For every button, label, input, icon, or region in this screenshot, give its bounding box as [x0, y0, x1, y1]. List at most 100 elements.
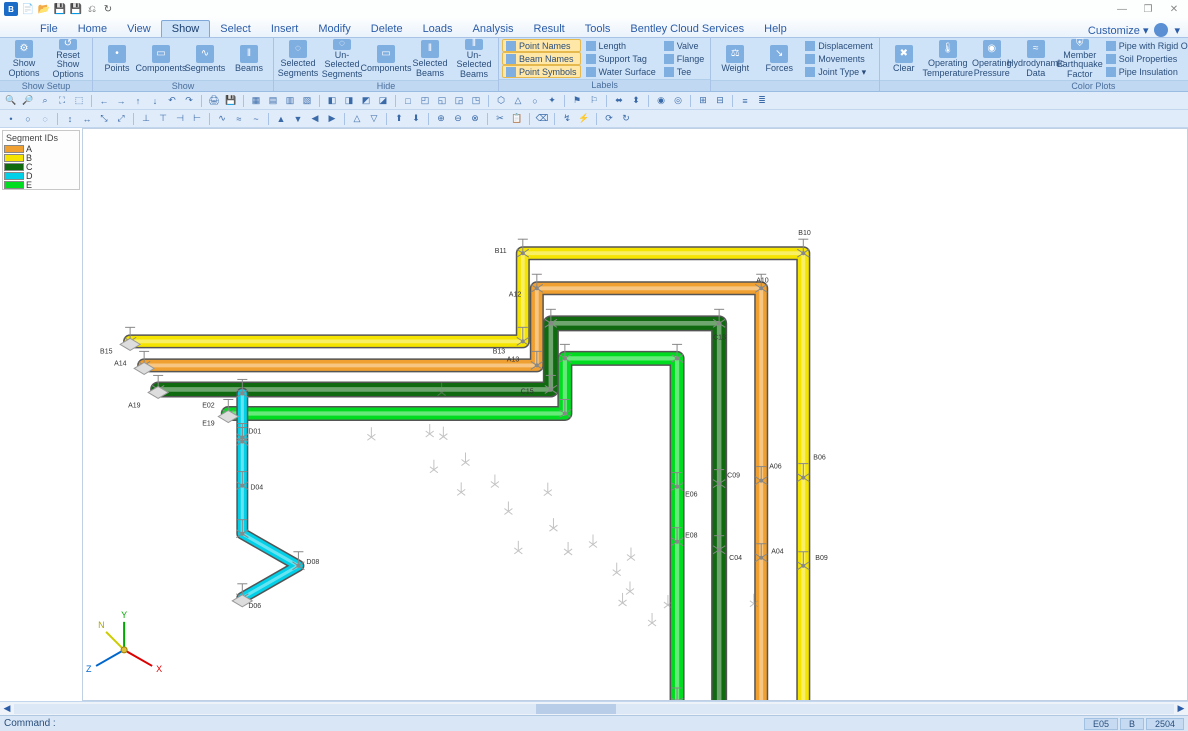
tb1-btn-35[interactable]: ✦ [545, 94, 559, 108]
tb2-btn-42[interactable]: ↻ [619, 112, 633, 126]
forces[interactable]: ↘Forces [758, 39, 800, 79]
tb2-btn-4[interactable]: ↕ [63, 112, 77, 126]
tb1-btn-14[interactable]: 💾 [224, 94, 238, 108]
tb2-btn-36[interactable]: ⌫ [535, 112, 549, 126]
tb2-btn-16[interactable]: ~ [249, 112, 263, 126]
soil-props[interactable]: Soil Properties [1103, 53, 1188, 66]
tab-tools[interactable]: Tools [575, 21, 621, 37]
tb2-btn-27[interactable]: ⬇ [409, 112, 423, 126]
weight[interactable]: ⚖Weight [714, 39, 756, 79]
tb2-btn-34[interactable]: 📋 [510, 112, 524, 126]
tab-result[interactable]: Result [524, 21, 575, 37]
tb1-btn-7[interactable]: → [114, 94, 128, 108]
close-button[interactable]: ✕ [1164, 4, 1184, 15]
show-options[interactable]: ⚙Show Options [3, 39, 45, 79]
tb1-btn-16[interactable]: ▦ [249, 94, 263, 108]
tb2-btn-26[interactable]: ⬆ [392, 112, 406, 126]
tb1-btn-29[interactable]: ◲ [452, 94, 466, 108]
tb2-btn-24[interactable]: ▽ [367, 112, 381, 126]
scroll-track[interactable] [14, 704, 1174, 714]
tb2-btn-39[interactable]: ⚡ [577, 112, 591, 126]
qat-button-2[interactable]: 💾 [54, 3, 66, 15]
tb1-btn-0[interactable]: 🔍 [4, 94, 18, 108]
tb2-btn-14[interactable]: ∿ [215, 112, 229, 126]
tb2-btn-9[interactable]: ⊥ [139, 112, 153, 126]
support-tag[interactable]: Support Tag [583, 52, 659, 65]
beams[interactable]: ‖Beams [228, 39, 270, 79]
tb1-btn-47[interactable]: ⊟ [713, 94, 727, 108]
tab-insert[interactable]: Insert [261, 21, 309, 37]
tb2-btn-6[interactable]: ⤡ [97, 112, 111, 126]
tab-bentley-cloud-services[interactable]: Bentley Cloud Services [620, 21, 754, 37]
tb2-btn-29[interactable]: ⊕ [434, 112, 448, 126]
tab-file[interactable]: File [30, 21, 68, 37]
tb1-btn-23[interactable]: ◩ [359, 94, 373, 108]
tb1-btn-24[interactable]: ◪ [376, 94, 390, 108]
tb1-btn-33[interactable]: △ [511, 94, 525, 108]
tb2-btn-10[interactable]: ⊤ [156, 112, 170, 126]
tb1-btn-38[interactable]: ⚐ [587, 94, 601, 108]
user-icon[interactable] [1154, 23, 1168, 37]
points[interactable]: •Points [96, 39, 138, 79]
water-surface[interactable]: Water Surface [583, 65, 659, 78]
tb2-btn-2[interactable]: ◌ [38, 112, 52, 126]
tb1-btn-21[interactable]: ◧ [325, 94, 339, 108]
tb1-btn-26[interactable]: □ [401, 94, 415, 108]
selected-segments[interactable]: ◌Selected Segments [277, 39, 319, 79]
tb2-btn-0[interactable]: • [4, 112, 18, 126]
scroll-right[interactable]: ▶ [1174, 703, 1188, 714]
valve[interactable]: Valve [661, 39, 708, 52]
tb1-btn-13[interactable]: 🖨 [207, 94, 221, 108]
tb1-btn-27[interactable]: ◰ [418, 94, 432, 108]
tb2-btn-23[interactable]: △ [350, 112, 364, 126]
tb1-btn-3[interactable]: ⛶ [55, 94, 69, 108]
tb1-btn-32[interactable]: ⬡ [494, 94, 508, 108]
tb2-btn-19[interactable]: ▼ [291, 112, 305, 126]
member-ef[interactable]: ⛨Member Earthquake Factor [1059, 39, 1101, 79]
tb2-btn-11[interactable]: ⊣ [173, 112, 187, 126]
tb2-btn-18[interactable]: ▲ [274, 112, 288, 126]
tb1-btn-30[interactable]: ◳ [469, 94, 483, 108]
tb1-btn-46[interactable]: ⊞ [696, 94, 710, 108]
tab-modify[interactable]: Modify [308, 21, 360, 37]
tb2-btn-33[interactable]: ✂ [493, 112, 507, 126]
scroll-thumb[interactable] [536, 704, 616, 714]
reset-show-options[interactable]: ↺Reset Show Options [47, 39, 89, 79]
tb2-btn-30[interactable]: ⊖ [451, 112, 465, 126]
tb2-btn-5[interactable]: ↔ [80, 112, 94, 126]
horizontal-scrollbar[interactable]: ◀ ▶ [0, 701, 1188, 715]
unselected-beams[interactable]: ‖Un-Selected Beams [453, 39, 495, 79]
tab-home[interactable]: Home [68, 21, 117, 37]
tb1-btn-2[interactable]: ⌕ [38, 94, 52, 108]
tb2-btn-31[interactable]: ⊗ [468, 112, 482, 126]
tab-loads[interactable]: Loads [413, 21, 463, 37]
joint-type[interactable]: Joint Type ▾ [802, 66, 876, 79]
tab-help[interactable]: Help [754, 21, 797, 37]
displacement[interactable]: Displacement [802, 40, 876, 53]
tb1-btn-9[interactable]: ↓ [148, 94, 162, 108]
hydro-data[interactable]: ≈Hydrodynamic Data [1015, 39, 1057, 79]
qat-button-5[interactable]: ↻ [102, 3, 114, 15]
tb2-btn-15[interactable]: ≈ [232, 112, 246, 126]
minimize-button[interactable]: — [1112, 4, 1132, 15]
tb1-btn-34[interactable]: ○ [528, 94, 542, 108]
qat-button-0[interactable]: 📄 [22, 3, 34, 15]
tb1-btn-8[interactable]: ↑ [131, 94, 145, 108]
tb2-btn-1[interactable]: ○ [21, 112, 35, 126]
model-viewport[interactable]: B10A10B11A12A13B13A14B15A19C15D01D04D06D… [82, 128, 1188, 701]
tb2-btn-7[interactable]: ⤢ [114, 112, 128, 126]
tb1-btn-10[interactable]: ↶ [165, 94, 179, 108]
clear[interactable]: ✖Clear [883, 39, 925, 79]
op-temp[interactable]: 🌡Operating Temperature [927, 39, 969, 79]
tb1-btn-41[interactable]: ⬍ [629, 94, 643, 108]
tee[interactable]: Tee [661, 65, 708, 78]
unselected-segments[interactable]: ◌Un-Selected Segments [321, 39, 363, 79]
tab-delete[interactable]: Delete [361, 21, 413, 37]
selected-beams[interactable]: ‖Selected Beams [409, 39, 451, 79]
tb1-btn-44[interactable]: ◎ [671, 94, 685, 108]
customize-menu[interactable]: Customize ▾ [1088, 24, 1149, 37]
tb1-btn-19[interactable]: ▧ [300, 94, 314, 108]
point-symbols[interactable]: Point Symbols [502, 65, 581, 78]
scroll-left[interactable]: ◀ [0, 703, 14, 714]
point-names[interactable]: Point Names [502, 39, 581, 52]
